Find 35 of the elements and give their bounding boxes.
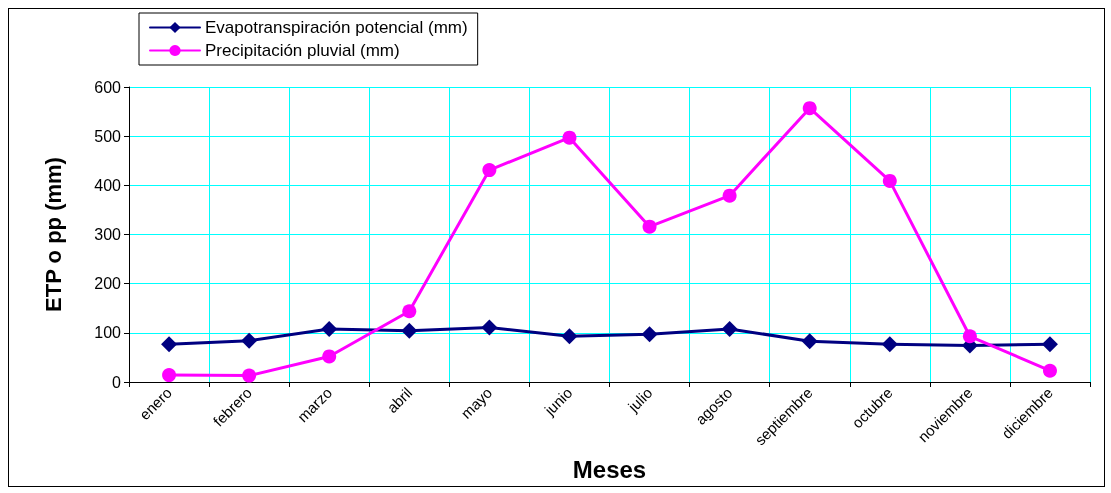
y-tick-label: 200 [94,275,122,293]
y-tick-label: 400 [94,176,122,194]
point [241,332,258,349]
y-tick-label: 500 [94,127,122,145]
y-axis-title: ETP o pp (mm) [40,157,66,312]
point [1042,363,1057,378]
point [801,333,818,350]
point [802,101,817,116]
y-tick-label: 300 [94,226,122,243]
point [962,329,977,344]
legend-label: Precipitación pluvial (mm) [205,41,400,60]
y-tick-label: 100 [94,324,122,342]
point [482,163,497,178]
point [481,319,498,336]
point [1041,336,1058,353]
y-tick-label: 0 [112,373,122,391]
point [402,304,417,319]
point [561,328,578,345]
point [162,368,177,383]
x-axis-title: Meses [572,455,647,483]
point [401,322,418,339]
point [321,320,338,337]
point [881,336,898,353]
point [721,320,738,337]
point [641,326,658,343]
y-tick-label: 600 [94,78,122,96]
point [322,349,337,364]
point [242,368,257,383]
x-tick-label: julio [623,383,656,416]
legend-label: Evapotranspiración potencial (mm) [205,18,468,37]
point [722,188,737,203]
point [161,336,178,353]
point [562,130,577,145]
point [642,219,657,234]
point [882,173,897,188]
